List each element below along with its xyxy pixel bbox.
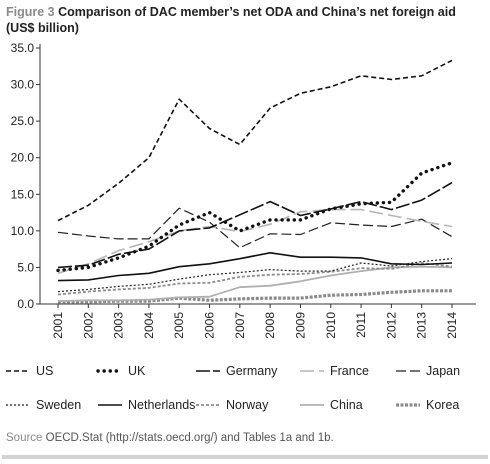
bottom-rule xyxy=(2,455,488,459)
y-tick-label: 35.0 xyxy=(11,41,35,55)
legend-label-uk: UK xyxy=(128,364,146,378)
x-tick-label: 2012 xyxy=(384,312,398,339)
y-tick-label: 0.0 xyxy=(17,297,34,311)
series-line-netherlands xyxy=(57,252,453,282)
x-tick-label: 2001 xyxy=(51,312,65,339)
legend-label-us: US xyxy=(36,364,53,378)
legend-label-sweden: Sweden xyxy=(36,398,81,412)
series-line-france xyxy=(57,208,453,275)
chart-title: Figure 3 Comparison of DAC member’s net … xyxy=(6,4,486,36)
series-line-norway xyxy=(57,262,453,296)
source-label: Source xyxy=(6,432,43,444)
y-tick-label: 25.0 xyxy=(11,114,35,128)
x-tick-label: 2014 xyxy=(445,312,459,339)
figure-title: Comparison of DAC member’s net ODA and C… xyxy=(6,5,456,35)
y-tick-label: 10.0 xyxy=(11,224,35,238)
y-tick-label: 30.0 xyxy=(11,78,35,92)
x-tick-label: 2009 xyxy=(293,312,307,339)
legend-label-france: France xyxy=(330,364,369,378)
y-tick-label: 15.0 xyxy=(11,187,35,201)
x-tick-label: 2008 xyxy=(263,312,277,339)
series-line-china xyxy=(57,265,453,302)
x-tick-label: 2004 xyxy=(142,312,156,339)
line-chart: 0.0 5.0 10.0 15.0 20.0 25.0 30.0 35.0 2001 2002 20… xyxy=(6,41,476,412)
legend-label-china: China xyxy=(330,398,363,412)
x-tick-label: 2002 xyxy=(81,312,95,339)
series-line-germany xyxy=(57,181,453,269)
figure-label: Figure 3 xyxy=(6,5,55,19)
source-note: Source OECD.Stat (http://stats.oecd.org/… xyxy=(6,432,334,444)
series-line-uk xyxy=(56,161,454,273)
x-tick-label: 2006 xyxy=(203,312,217,339)
legend-label-korea: Korea xyxy=(426,398,459,412)
series-line-sweden xyxy=(57,258,453,293)
x-tick-label: 2005 xyxy=(172,312,186,339)
y-tick-label: 5.0 xyxy=(17,260,34,274)
series-line-us xyxy=(57,59,453,222)
series-line-japan xyxy=(57,207,453,249)
legend-label-netherlands: Netherlands xyxy=(128,398,195,412)
x-tick-label: 2013 xyxy=(415,312,429,339)
y-tick-label: 20.0 xyxy=(11,151,35,165)
legend-label-norway: Norway xyxy=(226,398,269,412)
legend-label-germany: Germany xyxy=(226,364,278,378)
legend-label-japan: Japan xyxy=(426,364,460,378)
x-tick-label: 2003 xyxy=(112,312,126,339)
series-line-korea xyxy=(58,289,452,304)
x-tick-label: 2007 xyxy=(233,312,247,339)
x-tick-label: 2011 xyxy=(354,312,368,338)
source-text: OECD.Stat (http://stats.oecd.org/) and T… xyxy=(45,432,334,444)
x-tick-label: 2010 xyxy=(324,312,338,339)
